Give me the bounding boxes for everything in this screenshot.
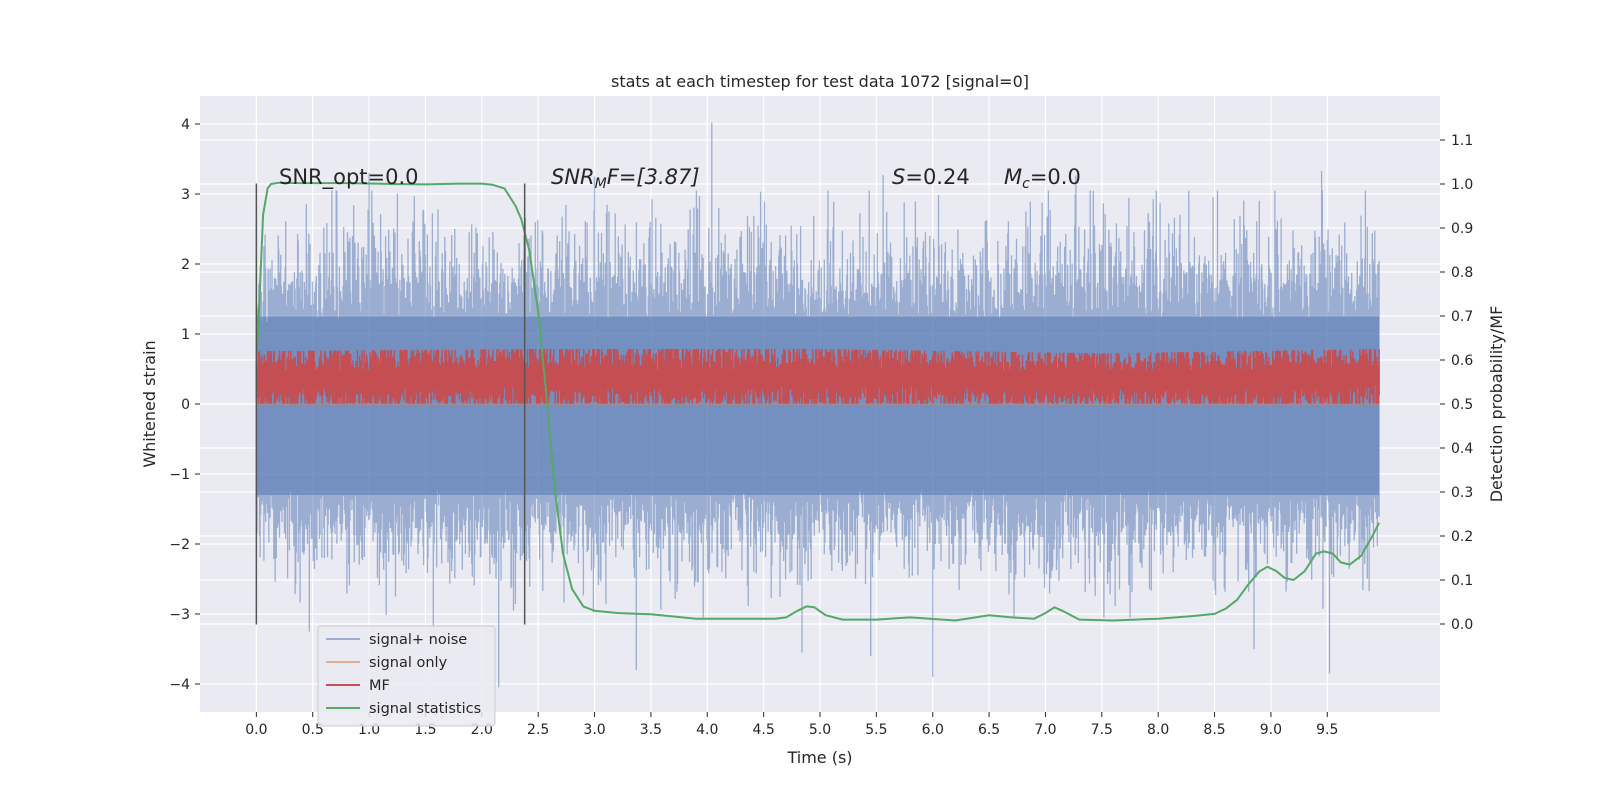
x-tick-label-16: 8.0: [1147, 722, 1169, 738]
vlines: [255, 183, 526, 625]
legend-label-signal-noise: signal+ noise: [369, 632, 467, 648]
y-right-tick-label-2: 0.2: [1451, 529, 1473, 545]
x-tick-label-14: 7.0: [1034, 722, 1056, 738]
y-right-tick-label-0: 0.0: [1451, 617, 1473, 633]
legend-label-mf: MF: [369, 678, 390, 694]
y-right-tick-label-6: 0.6: [1451, 353, 1473, 369]
y-right-tick-label-8: 0.8: [1451, 265, 1473, 281]
y-tick-label-8: 4: [181, 117, 190, 133]
y-axis-label: Whitened strain: [140, 340, 159, 467]
x-tick-label-12: 6.0: [922, 722, 944, 738]
annotation-snr-mf: SNRMF=[3.87]: [551, 165, 700, 192]
chart-title: stats at each timestep for test data 107…: [611, 72, 1029, 91]
x-tick-label-15: 7.5: [1091, 722, 1113, 738]
x-tick-label-0: 0.0: [245, 722, 267, 738]
x-tick-label-9: 4.5: [753, 722, 775, 738]
y-tick-label-2: −2: [169, 537, 190, 553]
x-tick-label-13: 6.5: [978, 722, 1000, 738]
legend: signal+ noise signal only MF signal stat…: [317, 625, 496, 727]
legend-frame: [317, 625, 496, 727]
y-axis-ticks: −4 −3 −2 −1 0 1 2 3 4: [169, 117, 200, 693]
y-right-tick-label-1: 0.1: [1451, 573, 1473, 589]
y-right-tick-label-3: 0.3: [1451, 485, 1473, 501]
y-right-axis-ticks: 0.0 0.1 0.2 0.3 0.4 0.5 0.6 0.7 0.8 0.9 1.0 1.1: [1440, 133, 1473, 633]
x-tick-label-7: 3.5: [640, 722, 662, 738]
x-tick-label-6: 3.0: [583, 722, 605, 738]
y-tick-label-7: 3: [181, 187, 190, 203]
legend-label-signal-statistics: signal statistics: [369, 701, 481, 717]
x-tick-label-11: 5.5: [865, 722, 887, 738]
x-tick-label-17: 8.5: [1203, 722, 1225, 738]
x-tick-label-19: 9.5: [1316, 722, 1338, 738]
annotation-s: S=0.24: [892, 165, 970, 189]
x-tick-label-1: 0.5: [302, 722, 324, 738]
annotation-snr-opt: SNR_opt=0.0: [279, 165, 419, 190]
x-tick-label-18: 9.0: [1260, 722, 1282, 738]
y-tick-label-6: 2: [181, 257, 190, 273]
x-tick-label-5: 2.5: [527, 722, 549, 738]
y-right-tick-label-11: 1.1: [1451, 133, 1473, 149]
signal-statistics-line: [255, 181, 1380, 622]
y-tick-label-3: −1: [169, 467, 190, 483]
x-tick-label-10: 5.0: [809, 722, 831, 738]
y-right-tick-label-5: 0.5: [1451, 397, 1473, 413]
y-tick-label-4: 0: [181, 397, 190, 413]
y-right-tick-label-10: 1.0: [1451, 177, 1473, 193]
y-right-tick-label-9: 0.9: [1451, 221, 1473, 237]
series-layer: [255, 122, 1380, 688]
y-tick-label-1: −3: [169, 607, 190, 623]
y-right-tick-label-4: 0.4: [1451, 441, 1473, 457]
x-axis-label: Time (s): [786, 748, 852, 767]
y-right-tick-label-7: 0.7: [1451, 309, 1473, 325]
x-tick-label-8: 4.0: [696, 722, 718, 738]
y-tick-label-0: −4: [169, 677, 190, 693]
legend-label-signal-only: signal only: [369, 655, 448, 671]
y-right-axis-label: Detection probability/MF: [1487, 306, 1506, 503]
y-tick-label-5: 1: [181, 327, 190, 343]
annotation-mc: Mc=0.0: [1004, 165, 1081, 192]
